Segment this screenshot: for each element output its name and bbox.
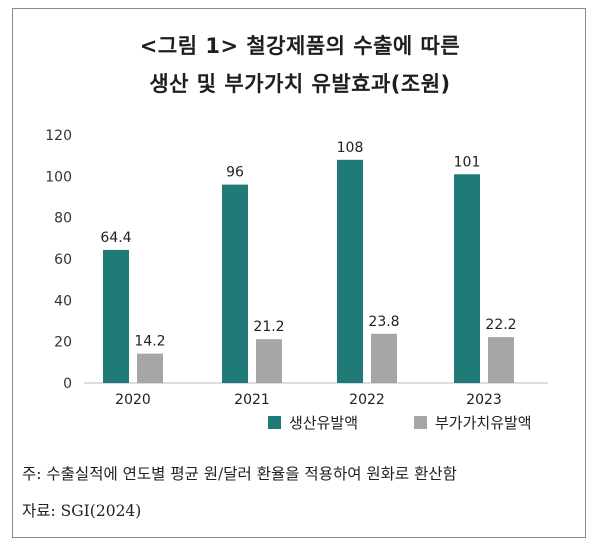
- y-tick-label: 100: [45, 169, 72, 185]
- bar-value-added: [371, 333, 397, 383]
- bar-value-added: [256, 339, 282, 383]
- bar-production: [103, 249, 129, 383]
- x-tick-label: 2022: [349, 392, 385, 408]
- y-tick-label: 20: [54, 335, 72, 351]
- bar-value-added: [137, 353, 163, 383]
- data-label-production: 101: [454, 154, 481, 170]
- bar-chart: 0 20 40 60 80 100 120 64.4 14.2 2020 96 21.2 2021 108…: [45, 128, 548, 408]
- x-tick-label: 2020: [115, 392, 151, 408]
- data-label-production: 96: [226, 165, 244, 181]
- x-tick-label: 2023: [466, 392, 502, 408]
- x-tick-label: 2021: [234, 392, 270, 408]
- y-tick-label: 120: [45, 128, 72, 144]
- chart-title-line1: <그림 1> 철강제품의 수출에 따른: [139, 34, 461, 58]
- y-tick-label: 0: [63, 376, 72, 392]
- legend-label-production: 생산유발액: [289, 414, 359, 432]
- footnote: 주: 수출실적에 연도별 평균 원/달러 환율을 적용하여 원화로 환산함: [22, 465, 457, 483]
- legend-label-value-added: 부가가치유발액: [435, 414, 532, 432]
- y-tick-label: 40: [54, 293, 72, 309]
- data-label-value-added: 14.2: [134, 334, 165, 350]
- legend-item-production: 생산유발액: [268, 412, 358, 433]
- bar-production: [222, 184, 248, 383]
- bar-production: [337, 159, 363, 383]
- data-label-value-added: 21.2: [253, 319, 284, 335]
- bar-value-added: [488, 337, 514, 383]
- data-label-value-added: 23.8: [368, 314, 399, 330]
- data-label-production: 108: [337, 140, 364, 156]
- data-label-production: 64.4: [100, 230, 131, 246]
- legend-item-value-added: 부가가치유발액: [414, 412, 532, 433]
- legend-swatch-value-added: [414, 416, 427, 429]
- chart-title-line2: 생산 및 부가가치 유발효과(조원): [149, 72, 451, 96]
- bar-production: [454, 174, 480, 383]
- data-label-value-added: 22.2: [485, 317, 516, 333]
- chart-legend: 생산유발액 부가가치유발액: [0, 412, 600, 436]
- legend-swatch-production: [268, 416, 281, 429]
- y-tick-label: 80: [54, 211, 72, 227]
- source-note: 자료: SGI(2024): [22, 502, 142, 520]
- y-tick-label: 60: [54, 252, 72, 268]
